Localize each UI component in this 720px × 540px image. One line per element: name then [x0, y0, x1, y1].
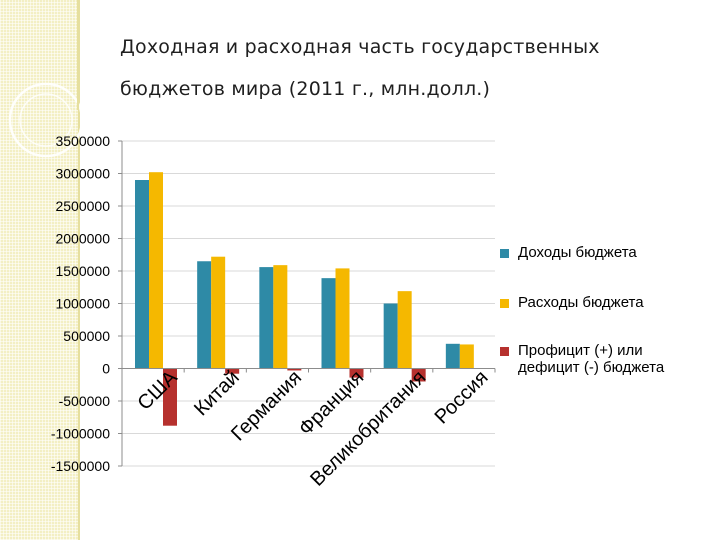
legend-swatch-expense [500, 299, 509, 308]
bar-expense [273, 265, 288, 369]
y-tick-label: 0 [102, 361, 110, 377]
y-tick-label: 500000 [63, 328, 110, 344]
legend-label-expense: Расходы бюджета [518, 294, 644, 311]
chart-title-line-2: бюджетов мира (2011 г., млн.долл.) [120, 78, 491, 100]
y-tick-label: 1000000 [55, 296, 110, 312]
category-label: Россия [431, 366, 493, 428]
bar-expense [211, 256, 226, 369]
y-tick-label: 1500000 [55, 263, 110, 279]
bar-expense [149, 172, 163, 369]
category-label: Китай [190, 366, 244, 420]
legend-label-income: Доходы бюджета [518, 244, 637, 261]
sidebar-edge [78, 0, 80, 540]
y-tick-label: 2500000 [55, 198, 110, 214]
bar-income [135, 180, 149, 369]
y-tick-label: 3500000 [55, 133, 110, 149]
chart-title-line-1: Доходная и расходная часть государственн… [120, 36, 600, 58]
category-label: Великобритания [306, 366, 430, 490]
bar-income [197, 261, 212, 369]
decorative-circles [8, 0, 84, 158]
bar-income [321, 278, 336, 369]
bar-income [259, 267, 274, 369]
bar-expense [459, 344, 474, 369]
y-tick-label: 2000000 [55, 231, 110, 247]
bar-income [383, 303, 398, 369]
bar-expense [397, 291, 412, 369]
y-tick-label: -1000000 [51, 426, 110, 442]
y-tick-label: -500000 [59, 393, 111, 409]
legend-swatch-income [500, 249, 509, 258]
legend-swatch-balance [500, 347, 509, 356]
bar-balance [287, 368, 302, 371]
legend-label-balance: Профицит (+) или дефицит (-) бюджета [518, 342, 665, 376]
bar-expense [335, 268, 350, 369]
bar-balance [225, 368, 240, 374]
bar-income [445, 343, 460, 369]
y-tick-label: 3000000 [55, 166, 110, 182]
y-tick-label: -1500000 [51, 458, 110, 474]
bar-balance [349, 368, 364, 378]
bar-balance [163, 368, 177, 426]
bar-balance [411, 368, 426, 382]
